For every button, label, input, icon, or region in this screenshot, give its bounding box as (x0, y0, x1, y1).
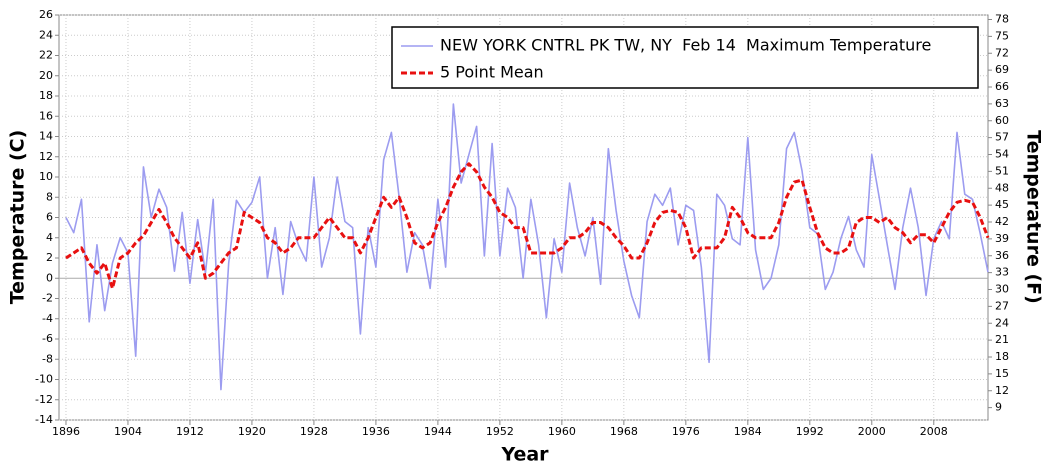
y-tick-label: 22 (39, 49, 53, 62)
y2-tick-label: 27 (995, 299, 1009, 312)
x-tick-label: 1976 (672, 425, 700, 438)
y2-tick-label: 33 (995, 266, 1009, 279)
y2-tick-label: 18 (995, 350, 1009, 363)
y-tick-label: 14 (39, 130, 53, 143)
x-tick-label: 1944 (424, 425, 452, 438)
y2-tick-label: 69 (995, 63, 1009, 76)
y2-tick-label: 54 (995, 148, 1009, 161)
y-tick-label: 24 (39, 28, 53, 41)
y2-tick-label: 72 (995, 46, 1009, 59)
x-tick-label: 1928 (300, 425, 328, 438)
x-tick-label: 1992 (796, 425, 824, 438)
x-tick-label: 2008 (920, 425, 948, 438)
y-tick-label: 0 (46, 271, 53, 284)
y2-tick-label: 60 (995, 114, 1009, 127)
y-tick-label: 6 (46, 211, 53, 224)
y2-axis-title: Temperature (F) (1023, 130, 1045, 304)
y-tick-label: 26 (39, 8, 53, 21)
y-tick-label: -8 (42, 352, 53, 365)
y2-tick-label: 12 (995, 384, 1009, 397)
x-tick-label: 1904 (114, 425, 142, 438)
y2-tick-label: 66 (995, 80, 1009, 93)
x-tick-label: 1952 (486, 425, 514, 438)
y2-tick-label: 78 (995, 13, 1009, 26)
y-tick-label: 12 (39, 150, 53, 163)
legend-label: NEW YORK CNTRL PK TW, NY Feb 14 Maximum … (440, 36, 931, 55)
x-tick-label: 1896 (52, 425, 80, 438)
series-line (65, 162, 990, 290)
y-tick-label: 2 (46, 251, 53, 264)
y2-tick-label: 36 (995, 249, 1009, 262)
x-tick-label: 2000 (858, 425, 886, 438)
y2-tick-label: 21 (995, 333, 1009, 346)
y-tick-label: 16 (39, 109, 53, 122)
legend-box (391, 26, 979, 89)
y2-tick-label: 75 (995, 29, 1009, 42)
y-tick-label: 8 (46, 190, 53, 203)
legend: NEW YORK CNTRL PK TW, NY Feb 14 Maximum … (391, 26, 979, 89)
y-tick-label: -12 (35, 393, 53, 406)
y-tick-label: -2 (42, 292, 53, 305)
x-tick-label: 1984 (734, 425, 762, 438)
x-tick-label: 1920 (238, 425, 266, 438)
y2-tick-label: 24 (995, 316, 1009, 329)
legend-label: 5 Point Mean (440, 63, 544, 82)
x-axis-title: Year (500, 444, 549, 466)
x-tick-label: 1968 (610, 425, 638, 438)
y2-tick-label: 57 (995, 131, 1009, 144)
y-axis-title: Temperature (C) (7, 130, 29, 305)
y2-tick-label: 39 (995, 232, 1009, 245)
x-tick-label: 1936 (362, 425, 390, 438)
y-tick-label: -10 (35, 373, 53, 386)
y-tick-label: 20 (39, 69, 53, 82)
y2-tick-label: 63 (995, 97, 1009, 110)
y2-tick-label: 51 (995, 164, 1009, 177)
x-tick-label: 1960 (548, 425, 576, 438)
y2-tick-label: 15 (995, 367, 1009, 380)
y2-tick-label: 45 (995, 198, 1009, 211)
y2-tick-label: 9 (995, 401, 1002, 414)
y2-tick-label: 48 (995, 181, 1009, 194)
series-group (65, 103, 990, 391)
y-tick-label: -6 (42, 332, 53, 345)
x-tick-label: 1912 (176, 425, 204, 438)
y2-tick-label: 30 (995, 283, 1009, 296)
y-tick-label: -14 (35, 413, 53, 426)
y2-tick-label: 42 (995, 215, 1009, 228)
y-tick-label: 18 (39, 89, 53, 102)
y-tick-label: 10 (39, 170, 53, 183)
y-tick-label: -4 (42, 312, 53, 325)
y-tick-label: 4 (46, 231, 53, 244)
